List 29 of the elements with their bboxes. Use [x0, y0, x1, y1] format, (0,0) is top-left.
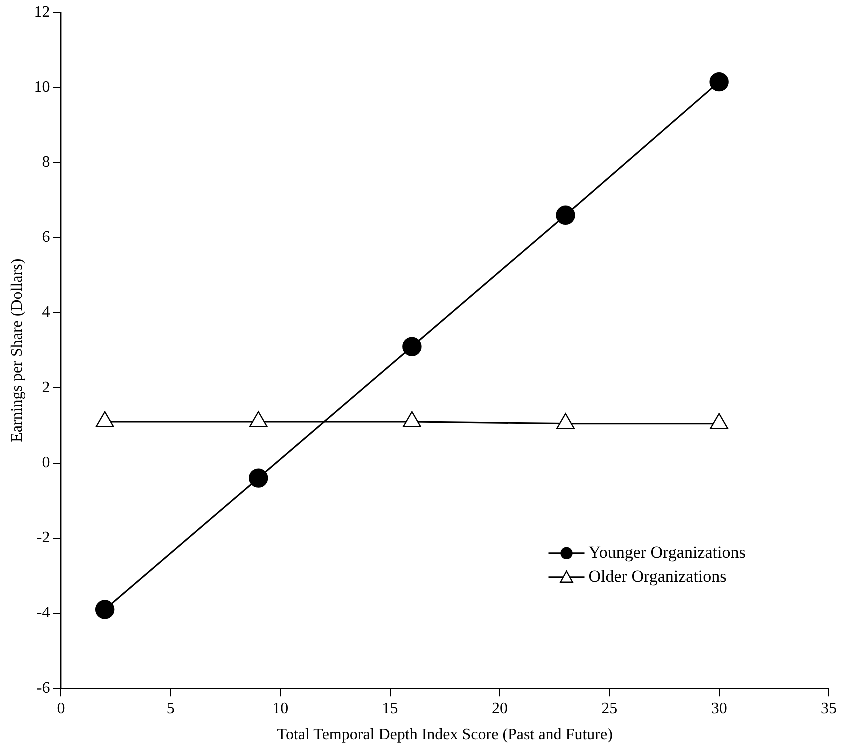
x-tick-label: 20: [492, 700, 508, 718]
point: [556, 206, 576, 225]
x-tick-label: 10: [272, 700, 289, 718]
point: [710, 72, 729, 92]
point: [249, 411, 268, 428]
point: [402, 411, 422, 428]
x-tick-label: 35: [821, 700, 837, 718]
x-tick-label: 0: [57, 700, 66, 718]
y-tick-label: 12: [34, 4, 50, 21]
y-tick-label: 6: [42, 229, 50, 246]
point: [96, 411, 114, 428]
x-tick-label: 30: [711, 700, 728, 718]
y-tick-label: -2: [36, 530, 50, 547]
y-tick-label: 2: [42, 379, 50, 396]
point: [556, 413, 576, 430]
y-tick-label: 10: [34, 78, 50, 96]
y-tick-label: 8: [42, 154, 50, 172]
legend-label: Older Organizations: [588, 566, 727, 586]
y-tick-label: 4: [42, 304, 50, 322]
y-tick-label: 0: [42, 454, 50, 472]
y-axis-title: Earnings per Share (Dollars): [8, 258, 26, 442]
y-tick-label: -4: [36, 604, 50, 622]
x-tick-label: 5: [166, 700, 175, 718]
x-tick-label: 15: [382, 700, 398, 718]
y-tick-label: -6: [36, 680, 50, 697]
legend-label: Younger Organizations: [588, 542, 746, 562]
x-axis-title: Total Temporal Depth Index Score (Past and Future): [277, 726, 613, 744]
x-tick-label: 25: [602, 700, 618, 718]
point: [710, 413, 729, 430]
